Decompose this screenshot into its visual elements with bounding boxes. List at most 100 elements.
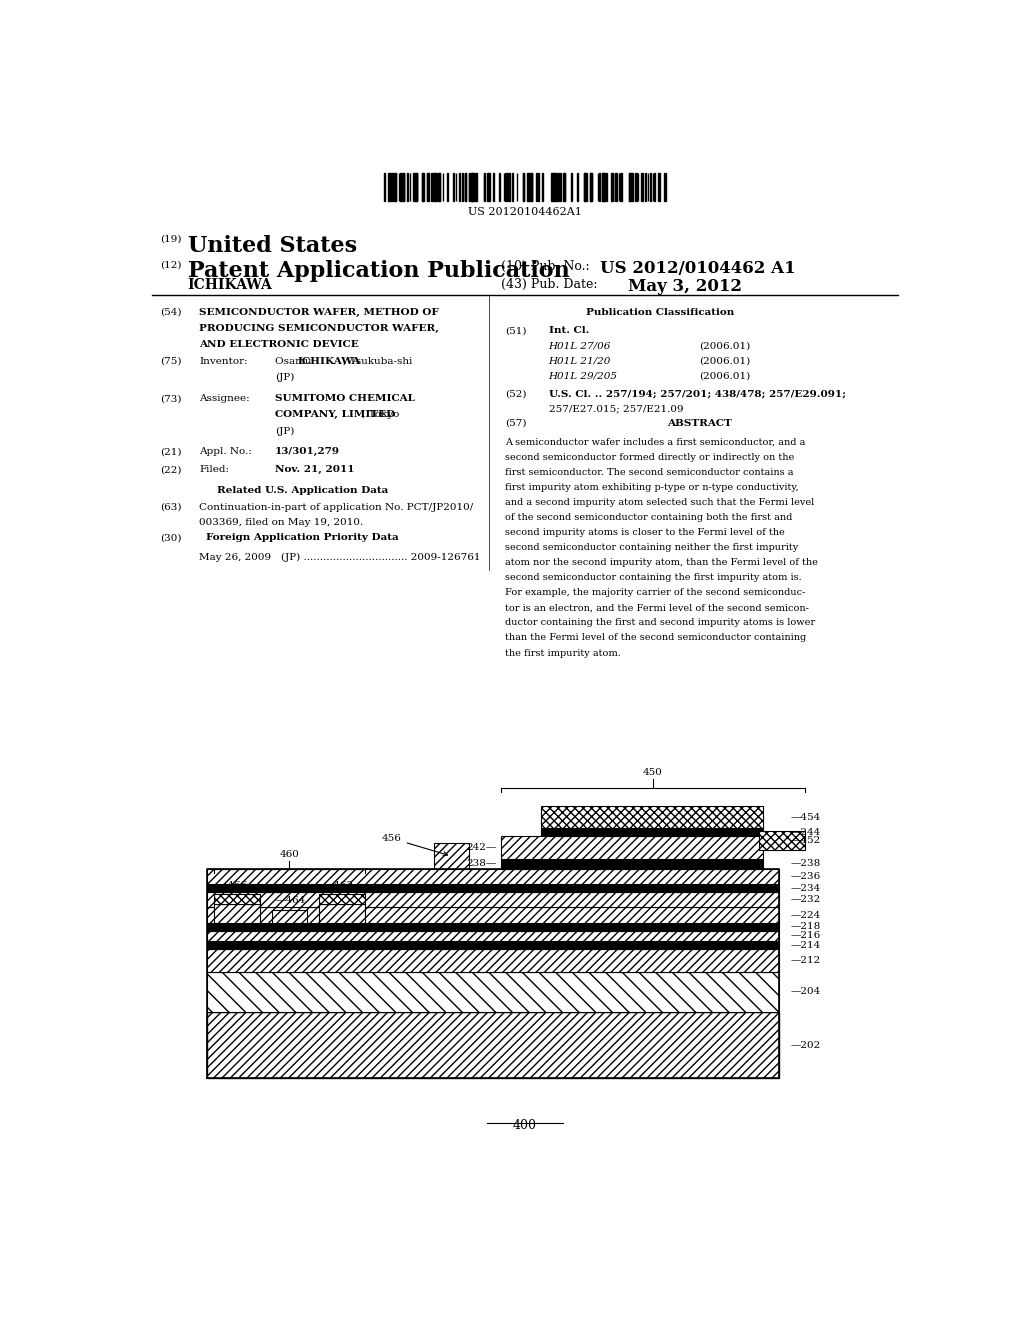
Text: Appl. No.:: Appl. No.: [200, 447, 252, 455]
Text: 257/E27.015; 257/E21.09: 257/E27.015; 257/E21.09 [549, 404, 683, 413]
Bar [462, 173, 464, 201]
Bar [563, 173, 565, 201]
Text: Osamu: Osamu [274, 356, 314, 366]
Bar [630, 173, 632, 201]
Bar [431, 173, 432, 201]
Bar [415, 173, 417, 201]
Bar [207, 907, 778, 923]
Bar [214, 894, 260, 904]
Bar [539, 173, 540, 201]
Text: US 20120104462A1: US 20120104462A1 [468, 207, 582, 218]
Bar [319, 894, 366, 904]
Text: H01L 29/205: H01L 29/205 [549, 372, 617, 381]
Text: —452: —452 [791, 836, 821, 845]
Text: —216: —216 [791, 932, 821, 940]
Text: (19): (19) [160, 235, 181, 244]
Bar [629, 173, 630, 201]
Bar [207, 1012, 778, 1078]
Text: For example, the majority carrier of the second semiconduc-: For example, the majority carrier of the… [505, 589, 805, 598]
Bar [207, 941, 778, 949]
Text: Nov. 21, 2011: Nov. 21, 2011 [274, 466, 354, 474]
Bar [438, 173, 440, 201]
Text: —218: —218 [324, 924, 353, 933]
Text: —218: —218 [791, 923, 821, 932]
Bar [207, 892, 778, 907]
Bar [319, 904, 366, 923]
Bar [438, 173, 440, 201]
Text: 400: 400 [513, 1119, 537, 1131]
Bar [528, 173, 530, 201]
Bar [653, 173, 655, 201]
Text: (21): (21) [160, 447, 181, 455]
Text: second semiconductor formed directly or indirectly on the: second semiconductor formed directly or … [505, 453, 795, 462]
Text: (57): (57) [505, 418, 526, 428]
Text: (43) Pub. Date:: (43) Pub. Date: [501, 279, 597, 292]
Bar [214, 904, 260, 923]
Bar [501, 837, 763, 859]
Text: Related U.S. Application Data: Related U.S. Application Data [217, 486, 388, 495]
Bar [631, 173, 633, 201]
Bar [615, 173, 616, 201]
Bar [471, 173, 473, 201]
Text: second impurity atoms is closer to the Fermi level of the: second impurity atoms is closer to the F… [505, 528, 784, 537]
Bar [422, 173, 424, 201]
Text: 238—: 238— [467, 859, 497, 869]
Text: 242—: 242— [467, 843, 497, 851]
Text: than the Fermi level of the second semiconductor containing: than the Fermi level of the second semic… [505, 634, 806, 643]
Bar [403, 173, 404, 201]
Text: Patent Application Publication: Patent Application Publication [187, 260, 569, 282]
Text: atom nor the second impurity atom, than the Fermi level of the: atom nor the second impurity atom, than … [505, 558, 818, 568]
Bar [586, 173, 587, 201]
Bar [427, 173, 428, 201]
Text: (52): (52) [505, 389, 526, 399]
Bar [471, 173, 472, 201]
Bar [554, 173, 556, 201]
Bar [395, 173, 396, 201]
Text: (JP): (JP) [274, 372, 294, 381]
Bar [602, 173, 604, 201]
Text: United States: United States [187, 235, 356, 256]
Text: (75): (75) [160, 356, 181, 366]
Bar [388, 173, 390, 201]
Text: Publication Classification: Publication Classification [586, 308, 734, 317]
Bar [527, 173, 529, 201]
Bar [636, 173, 637, 201]
Text: the first impurity atom.: the first impurity atom. [505, 648, 621, 657]
Text: of the second semiconductor containing both the first and: of the second semiconductor containing b… [505, 513, 793, 523]
Text: (54): (54) [160, 308, 181, 317]
Text: ICHIKAWA: ICHIKAWA [297, 356, 360, 366]
Text: Int. Cl.: Int. Cl. [549, 326, 589, 335]
Text: (10) Pub. No.:: (10) Pub. No.: [501, 260, 590, 273]
Text: (2006.01): (2006.01) [699, 372, 751, 381]
Text: (30): (30) [160, 533, 181, 543]
Text: (51): (51) [505, 326, 526, 335]
Text: (2006.01): (2006.01) [699, 356, 751, 366]
Bar [207, 931, 778, 941]
Text: (JP): (JP) [274, 426, 294, 436]
Text: Continuation-in-part of application No. PCT/JP2010/: Continuation-in-part of application No. … [200, 503, 474, 512]
Bar [557, 173, 559, 201]
Text: second semiconductor containing neither the first impurity: second semiconductor containing neither … [505, 544, 799, 552]
Text: —224: —224 [791, 911, 821, 920]
Bar [541, 828, 763, 837]
Text: —212: —212 [791, 956, 821, 965]
Text: —454: —454 [791, 813, 821, 821]
Text: SEMICONDUCTOR WAFER, METHOD OF: SEMICONDUCTOR WAFER, METHOD OF [200, 308, 439, 317]
Text: ductor containing the first and second impurity atoms is lower: ductor containing the first and second i… [505, 619, 815, 627]
Bar [603, 173, 605, 201]
Bar [271, 909, 307, 923]
Bar [508, 173, 510, 201]
Bar [611, 173, 613, 201]
Bar [400, 173, 402, 201]
Text: —234: —234 [791, 883, 821, 892]
Bar [530, 173, 531, 201]
Text: —214: —214 [791, 941, 821, 949]
Text: , Tsukuba-shi: , Tsukuba-shi [343, 356, 413, 366]
Text: Inventor:: Inventor: [200, 356, 248, 366]
Bar [433, 843, 469, 869]
Text: 003369, filed on May 19, 2010.: 003369, filed on May 19, 2010. [200, 519, 364, 527]
Text: H01L 21/20: H01L 21/20 [549, 356, 611, 366]
Text: Assignee:: Assignee: [200, 395, 250, 403]
Bar [207, 949, 778, 972]
Text: 456: 456 [382, 834, 447, 855]
